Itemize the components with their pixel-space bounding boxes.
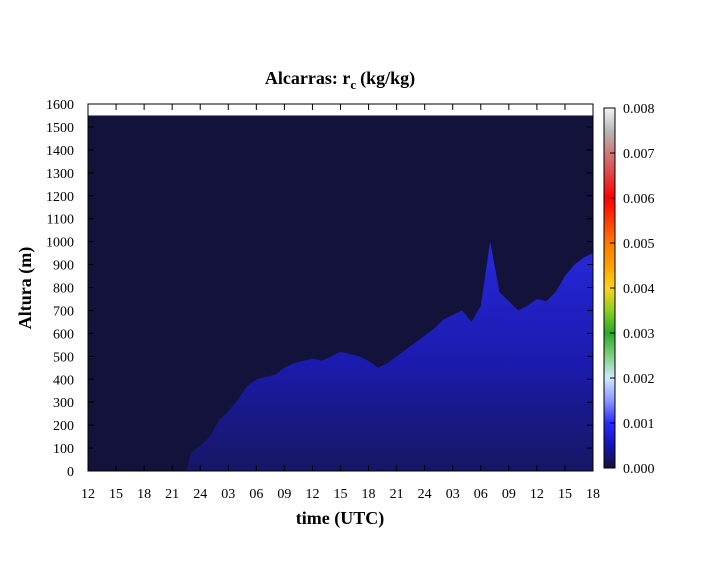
y-tick-label: 1400 xyxy=(46,144,74,159)
colorbar-tick-label: 0.004 xyxy=(623,282,655,297)
x-tick-label: 09 xyxy=(502,487,516,502)
plot-area xyxy=(87,103,594,472)
y-tick-label: 400 xyxy=(53,373,74,388)
y-tick-label: 1200 xyxy=(46,190,74,205)
x-tick-label: 15 xyxy=(109,487,123,502)
y-axis-label: Altura (m) xyxy=(15,247,36,329)
x-tick-label: 12 xyxy=(305,487,319,502)
y-tick-label: 700 xyxy=(53,304,74,319)
cloud-water-region xyxy=(186,241,593,471)
y-tick-label: 300 xyxy=(53,396,74,411)
x-tick-label: 06 xyxy=(474,487,488,502)
y-tick-label: 1500 xyxy=(46,121,74,136)
x-tick-label: 03 xyxy=(221,487,235,502)
y-tick-label: 900 xyxy=(53,259,74,274)
colorbar-tick-label: 0.007 xyxy=(623,147,655,162)
y-tick-label: 0 xyxy=(67,465,74,480)
x-tick-label: 09 xyxy=(277,487,291,502)
x-tick-label: 15 xyxy=(558,487,572,502)
colorbar-tick-label: 0.001 xyxy=(623,417,655,432)
y-tick-label: 200 xyxy=(53,419,74,434)
colorbar-ticks: 0.000 0.001 0.002 0.003 0.004 0.005 0.006 0.007… xyxy=(610,102,655,477)
colorbar-tick-label: 0.002 xyxy=(623,372,655,387)
x-tick-label: 21 xyxy=(165,487,179,502)
y-tick-label: 100 xyxy=(53,442,74,457)
x-axis-label: time (UTC) xyxy=(296,508,384,529)
colorbar-tick-label: 0.005 xyxy=(623,237,655,252)
x-tick-label: 24 xyxy=(418,487,432,502)
x-tick-label: 18 xyxy=(137,487,151,502)
colorbar-tick-label: 0.003 xyxy=(623,327,655,342)
x-tick-label: 12 xyxy=(81,487,95,502)
x-axis: 12 15 18 21 24 03 06 09 12 15 18 21 24 03 06 09 12 15 18 xyxy=(81,104,600,502)
y-tick-label: 1300 xyxy=(46,167,74,182)
x-tick-label: 18 xyxy=(362,487,376,502)
x-tick-label: 03 xyxy=(446,487,460,502)
x-tick-label: 21 xyxy=(390,487,404,502)
colorbar-tick-label: 0.006 xyxy=(623,192,655,207)
y-tick-label: 1000 xyxy=(46,236,74,251)
y-tick-label: 800 xyxy=(53,282,74,297)
x-tick-label: 24 xyxy=(193,487,207,502)
x-tick-label: 06 xyxy=(249,487,263,502)
colorbar: 0.000 0.001 0.002 0.003 0.004 0.005 0.006 0.007… xyxy=(603,102,655,477)
chart-title: Alcarras: rc (kg/kg) xyxy=(265,68,415,92)
y-axis: 0 100 200 300 400 500 600 700 800 900 1000 1100 1200… xyxy=(46,98,593,480)
colorbar-tick-label: 0.000 xyxy=(623,462,655,477)
y-tick-label: 1600 xyxy=(46,98,74,113)
y-tick-label: 1100 xyxy=(47,213,74,228)
y-tick-label: 500 xyxy=(53,350,74,365)
y-tick-label: 600 xyxy=(53,327,74,342)
x-tick-label: 18 xyxy=(586,487,600,502)
colorbar-tick-label: 0.008 xyxy=(623,102,655,117)
x-tick-label: 12 xyxy=(530,487,544,502)
colorbar-gradient xyxy=(604,108,615,468)
x-tick-label: 15 xyxy=(334,487,348,502)
